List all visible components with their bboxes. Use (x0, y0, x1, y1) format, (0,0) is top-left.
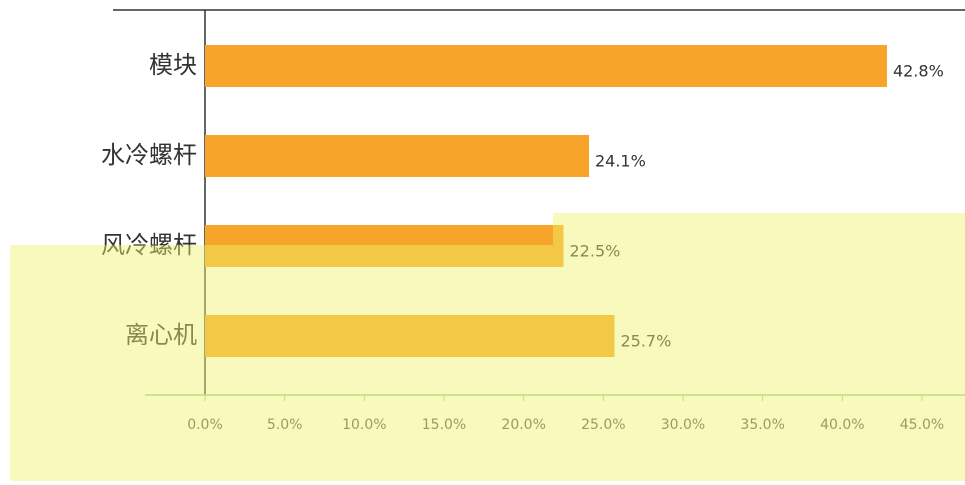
bar (205, 45, 887, 87)
overlay-bottom (10, 245, 965, 481)
bar (205, 315, 615, 357)
value-label: 25.7% (620, 332, 671, 351)
x-tick-label: 15.0% (422, 417, 466, 433)
x-tick-label: 20.0% (501, 417, 545, 433)
plot: 0.0% 5.0% 10.0% 15.0% 20.0% 25.0% 30.0% 35.0% 40… (101, 10, 965, 433)
bar (205, 225, 564, 267)
overlay-top (553, 213, 965, 245)
x-tick-label: 5.0% (267, 417, 303, 433)
category-label: 模块 (149, 51, 197, 79)
x-tick-label: 35.0% (740, 417, 784, 433)
bar (205, 135, 589, 177)
value-label: 42.8% (893, 62, 944, 81)
x-tick-label: 25.0% (581, 417, 625, 433)
value-label: 22.5% (570, 242, 621, 261)
category-label: 离心机 (125, 321, 197, 349)
x-tick-label: 45.0% (900, 417, 944, 433)
x-tick-label: 0.0% (187, 417, 223, 433)
category-label: 风冷螺杆 (101, 231, 197, 259)
category-label: 水冷螺杆 (101, 141, 197, 169)
x-tick-label: 10.0% (342, 417, 386, 433)
x-tick-label: 40.0% (820, 417, 864, 433)
x-tick-label: 30.0% (661, 417, 705, 433)
value-label: 24.1% (595, 152, 646, 171)
